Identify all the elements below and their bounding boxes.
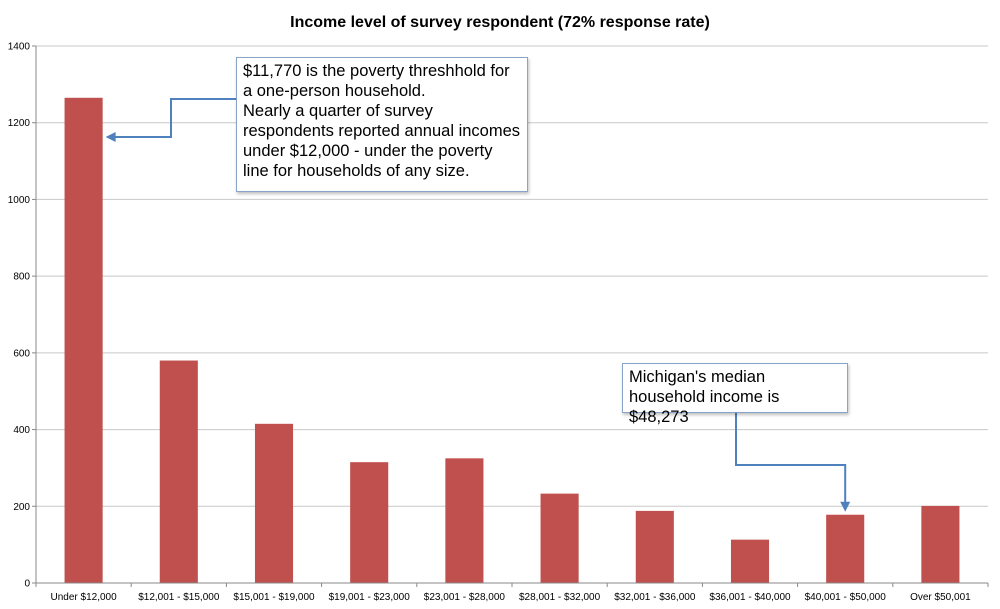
median-arrow bbox=[735, 413, 847, 503]
median-income-annotation-text: Michigan's median household income is $4… bbox=[629, 368, 780, 426]
x-tick-label: $36,001 - $40,000 bbox=[709, 592, 791, 603]
y-tick-label: 400 bbox=[13, 425, 30, 436]
y-tick-label: 0 bbox=[24, 579, 30, 590]
x-tick-label: $28,001 - $32,000 bbox=[519, 592, 601, 603]
y-tick-label: 1000 bbox=[8, 195, 31, 206]
annotation-arrows bbox=[105, 98, 851, 512]
bar bbox=[64, 97, 103, 584]
x-tick-label: Under $12,000 bbox=[51, 592, 118, 603]
median-arrowhead bbox=[840, 501, 851, 512]
x-tick-label: Over $50,001 bbox=[910, 592, 971, 603]
axes bbox=[35, 46, 988, 584]
y-tick-label: 1200 bbox=[8, 118, 31, 129]
poverty-arrowhead bbox=[105, 132, 116, 142]
bar bbox=[540, 493, 579, 583]
x-tick-label: $40,001 - $50,000 bbox=[805, 592, 887, 603]
bar bbox=[350, 462, 389, 583]
poverty-annotation-line-2: Nearly a quarter of survey respondents r… bbox=[243, 102, 521, 180]
bar bbox=[921, 505, 960, 583]
bar bbox=[826, 514, 865, 583]
bar bbox=[445, 458, 484, 583]
y-tick-label: 600 bbox=[13, 348, 30, 359]
gridlines bbox=[36, 45, 988, 507]
x-tick-label: $19,001 - $23,000 bbox=[329, 592, 411, 603]
x-axis-ticks: Under $12,000 $12,001 - $15,000 $15,001 - … bbox=[35, 583, 989, 603]
x-tick-label: $23,001 - $28,000 bbox=[424, 592, 506, 603]
y-tick-label: 1400 bbox=[8, 42, 31, 53]
poverty-arrow bbox=[113, 98, 236, 138]
bar bbox=[159, 360, 198, 583]
y-tick-label: 800 bbox=[13, 272, 30, 283]
poverty-annotation: $11,770 is the poverty threshhold for a … bbox=[236, 57, 528, 192]
x-tick-label: $12,001 - $15,000 bbox=[138, 592, 220, 603]
bar bbox=[254, 423, 294, 583]
bar bbox=[635, 510, 674, 583]
y-tick-label: 200 bbox=[13, 502, 30, 513]
chart-title: Income level of survey respondent (72% r… bbox=[290, 14, 710, 31]
y-axis-ticks: 0 200 400 600 800 1000 1200 1400 bbox=[8, 42, 36, 590]
x-tick-label: $15,001 - $19,000 bbox=[233, 592, 315, 603]
bars bbox=[64, 97, 960, 584]
median-income-annotation: Michigan's median household income is $4… bbox=[622, 363, 848, 426]
poverty-annotation-line-1: $11,770 is the poverty threshhold for a … bbox=[243, 62, 510, 100]
x-tick-label: $32,001 - $36,000 bbox=[614, 592, 696, 603]
bar bbox=[730, 539, 770, 583]
